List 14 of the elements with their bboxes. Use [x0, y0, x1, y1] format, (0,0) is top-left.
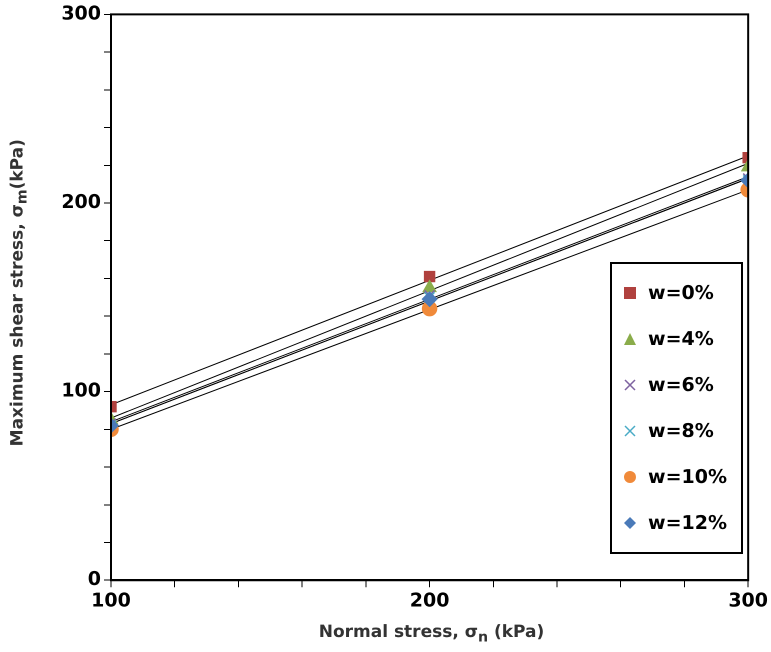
- legend-label: w=0%: [648, 282, 714, 304]
- y-tick-label: 200: [61, 190, 101, 213]
- legend-label: w=4%: [648, 328, 714, 350]
- legend-label: w=10%: [648, 466, 727, 488]
- x-axis-title: Normal stress, σ$_{n}$ (kPa): [318, 622, 546, 646]
- x-tick-label: 200: [410, 590, 450, 612]
- legend-label: w=8%: [648, 420, 714, 442]
- x-tick-label: 100: [91, 590, 131, 612]
- x-tick-label: 300: [728, 590, 768, 612]
- legend-label: w=12%: [648, 512, 727, 534]
- legend-label: w=6%: [648, 374, 714, 396]
- y-tick-label: 100: [61, 380, 101, 402]
- y-tick-label: 300: [61, 2, 101, 24]
- y-tick-label: 0: [88, 568, 101, 590]
